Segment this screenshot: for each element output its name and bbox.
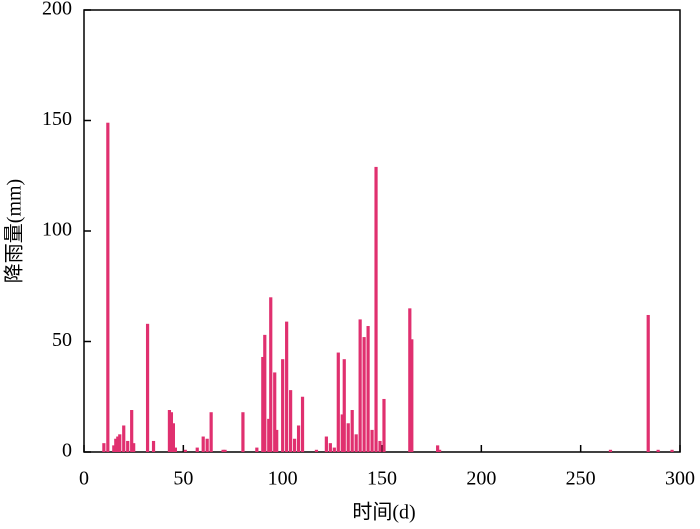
bar (263, 334, 267, 452)
bar (261, 356, 265, 452)
bar (112, 445, 116, 452)
x-tick-label: 200 (466, 468, 496, 490)
x-tick-label: 150 (367, 468, 397, 490)
bar (171, 423, 175, 452)
bar (332, 447, 336, 452)
bar (342, 359, 346, 452)
bar (169, 412, 174, 452)
y-tick-label: 200 (42, 0, 72, 20)
bar (324, 436, 328, 452)
bar (273, 372, 277, 452)
bar (646, 314, 650, 452)
bar (205, 438, 209, 452)
bar (209, 412, 213, 452)
bar (362, 337, 366, 452)
bar (195, 447, 199, 452)
x-tick-label: 50 (173, 468, 193, 490)
bar (438, 449, 442, 452)
bar (116, 436, 120, 452)
bar (118, 434, 122, 452)
bar (408, 308, 412, 452)
bar (201, 436, 205, 452)
bar (328, 443, 332, 452)
x-tick-label: 0 (79, 468, 89, 490)
bar (285, 321, 289, 452)
bar (132, 443, 136, 452)
bar (221, 449, 225, 452)
bar (378, 440, 382, 452)
bar (374, 166, 378, 452)
plot-frame (83, 9, 681, 453)
bar (410, 339, 414, 452)
bar (102, 443, 106, 452)
bar (126, 440, 130, 452)
bar (114, 438, 118, 452)
x-tick-label: 300 (665, 468, 695, 490)
bar (145, 323, 150, 452)
bar (336, 352, 340, 452)
bar (281, 359, 285, 452)
bar (382, 398, 386, 452)
bar (223, 449, 227, 452)
bar (183, 449, 187, 452)
bar (292, 438, 297, 452)
y-tick-label: 100 (42, 219, 72, 241)
bar (346, 423, 350, 452)
bar (269, 297, 273, 452)
bar (255, 447, 259, 452)
bar (366, 326, 370, 452)
bar (608, 449, 613, 452)
y-tick-label: 0 (62, 440, 72, 462)
bar (275, 429, 279, 452)
y-tick-label: 50 (52, 329, 72, 351)
x-tick-label: 100 (268, 468, 298, 490)
x-tick-label: 250 (566, 468, 596, 490)
bar (354, 434, 358, 452)
bar (314, 449, 319, 452)
bar (340, 414, 344, 452)
bar (267, 418, 271, 452)
x-axis-label: 时间(d) (352, 501, 415, 524)
bar (370, 429, 374, 452)
bar (173, 447, 177, 452)
bar (436, 445, 440, 452)
bar (358, 319, 362, 452)
bar (289, 390, 293, 452)
y-tick-label: 150 (42, 108, 72, 130)
bar (656, 449, 660, 452)
bar (106, 122, 110, 453)
bar (130, 410, 134, 452)
bar (350, 410, 354, 452)
bar (167, 410, 172, 452)
bar (241, 412, 245, 452)
bar (122, 425, 126, 452)
bar (670, 449, 674, 452)
bar (151, 440, 156, 452)
bar (300, 396, 305, 452)
y-axis-label: 降雨量(mm) (3, 179, 26, 283)
bar (296, 425, 301, 452)
